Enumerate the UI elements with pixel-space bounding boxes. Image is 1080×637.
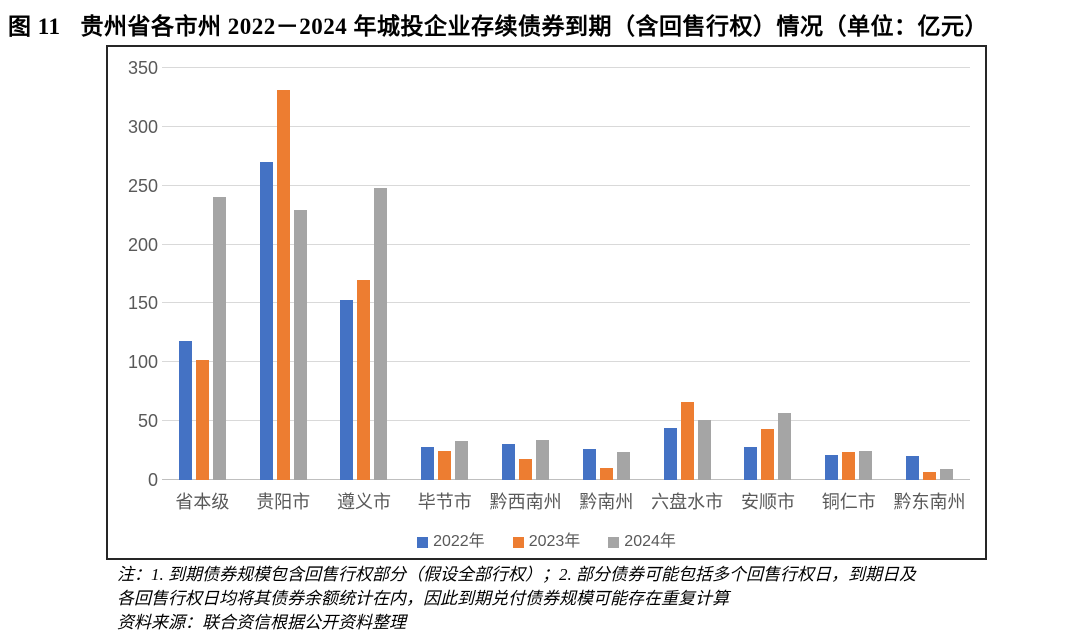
gridline-150 bbox=[162, 302, 970, 303]
chart-notes: 注：1. 到期债券规模包含回售行权部分（假设全部行权）；2. 部分债券可能包括多… bbox=[117, 563, 1047, 635]
category-label-省本级: 省本级 bbox=[175, 492, 230, 512]
plot-area bbox=[162, 67, 970, 480]
bar-2024年-安顺市 bbox=[778, 413, 792, 480]
bar-2022年-毕节市 bbox=[421, 447, 435, 480]
bar-2023年-遵义市 bbox=[357, 280, 371, 480]
category-label-贵阳市: 贵阳市 bbox=[256, 492, 311, 512]
chart-frame: 0 50 100 150 200 250 300 350 省本级 贵阳市 遵义市 毕节市 黔西南州 黔南… bbox=[106, 45, 987, 560]
source-line: 资料来源：联合资信根据公开资料整理 bbox=[117, 613, 406, 632]
category-label-黔东南州: 黔东南州 bbox=[893, 492, 966, 512]
bar-2023年-黔西南州 bbox=[519, 459, 533, 480]
chart-legend: 2022年 2023年 2024年 bbox=[108, 534, 985, 550]
figure-title: 图 11 贵州省各市州 2022－2024 年城投企业存续债券到期（含回售行权）情… bbox=[8, 7, 1074, 41]
bar-2024年-毕节市 bbox=[455, 441, 469, 480]
category-label-黔西南州: 黔西南州 bbox=[489, 492, 562, 512]
figure-title-text: 贵州省各市州 2022－2024 年城投企业存续债券到期（含回售行权）情况（单位… bbox=[80, 14, 988, 39]
bar-2024年-贵阳市 bbox=[293, 210, 307, 480]
bar-2022年-六盘水市 bbox=[663, 428, 677, 480]
bar-2024年-省本级 bbox=[212, 197, 226, 480]
bar-2022年-安顺市 bbox=[744, 447, 758, 480]
bar-2022年-铜仁市 bbox=[825, 455, 839, 480]
y-tick-label-250: 250 bbox=[127, 176, 158, 196]
bar-2022年-黔西南州 bbox=[502, 444, 516, 480]
y-tick-label-150: 150 bbox=[127, 293, 158, 313]
bar-2022年-遵义市 bbox=[340, 300, 354, 480]
legend-label: 2023年 bbox=[528, 533, 581, 550]
legend-label: 2024年 bbox=[624, 533, 676, 550]
bar-2024年-铜仁市 bbox=[859, 451, 873, 480]
category-label-黔南州: 黔南州 bbox=[579, 492, 634, 512]
bar-group-9 bbox=[808, 68, 889, 480]
gridline-300 bbox=[162, 126, 970, 127]
y-tick-label-0: 0 bbox=[147, 470, 158, 490]
y-tick-label-100: 100 bbox=[127, 352, 158, 372]
category-label-毕节市: 毕节市 bbox=[417, 492, 472, 512]
bar-group-8 bbox=[728, 68, 809, 480]
x-axis-line bbox=[162, 479, 970, 480]
legend-item-2024年: 2024年 bbox=[608, 534, 676, 550]
note-line-2: 各回售行权日均将其债券余额统计在内，因此到期兑付债券规模可能存在重复计算 bbox=[117, 589, 729, 608]
category-label-铜仁市: 铜仁市 bbox=[821, 492, 876, 512]
bar-group-2 bbox=[243, 68, 324, 480]
bar-2023年-安顺市 bbox=[761, 429, 775, 480]
figure-number: 图 11 bbox=[8, 14, 61, 39]
gridline-50 bbox=[162, 420, 970, 421]
bar-2024年-黔西南州 bbox=[536, 440, 550, 480]
legend-swatch-icon bbox=[417, 536, 429, 548]
bar-2023年-毕节市 bbox=[438, 451, 452, 480]
y-tick-label-50: 50 bbox=[137, 411, 158, 431]
bar-2024年-遵义市 bbox=[374, 188, 388, 480]
gridline-250 bbox=[162, 185, 970, 186]
gridline-100 bbox=[162, 361, 970, 362]
bar-group-4 bbox=[404, 68, 485, 480]
bar-2023年-六盘水市 bbox=[680, 402, 694, 480]
bar-2024年-黔南州 bbox=[616, 452, 630, 480]
bar-2022年-省本级 bbox=[178, 341, 192, 480]
bar-2022年-黔东南州 bbox=[906, 456, 920, 480]
legend-swatch-icon bbox=[608, 536, 620, 548]
bar-2022年-贵阳市 bbox=[259, 162, 273, 480]
bar-group-6 bbox=[566, 68, 647, 480]
bar-layer bbox=[162, 68, 970, 480]
bar-2023年-贵阳市 bbox=[276, 90, 290, 480]
y-tick-label-300: 300 bbox=[127, 117, 158, 137]
legend-label: 2022年 bbox=[433, 533, 485, 550]
bar-2023年-黔东南州 bbox=[923, 472, 937, 480]
y-axis: 0 50 100 150 200 250 300 350 bbox=[116, 59, 158, 489]
bar-2023年-省本级 bbox=[195, 360, 209, 480]
y-tick-label-200: 200 bbox=[127, 235, 158, 255]
bar-group-5 bbox=[485, 68, 566, 480]
bar-2023年-铜仁市 bbox=[842, 452, 856, 480]
gridline-200 bbox=[162, 244, 970, 245]
x-axis-category-labels: 省本级 贵阳市 遵义市 毕节市 黔西南州 黔南州 六盘水市 安顺市 铜仁市 黔东南州 bbox=[162, 491, 970, 513]
bar-group-7 bbox=[647, 68, 728, 480]
gridline-350 bbox=[162, 67, 970, 68]
legend-item-2023年: 2023年 bbox=[512, 533, 581, 550]
legend-swatch-icon bbox=[512, 536, 524, 548]
bar-group-3 bbox=[324, 68, 405, 480]
bar-2023年-黔南州 bbox=[599, 468, 613, 480]
legend-item-2022年: 2022年 bbox=[417, 534, 485, 550]
category-label-遵义市: 遵义市 bbox=[336, 492, 391, 512]
category-label-六盘水市: 六盘水市 bbox=[651, 492, 724, 512]
bar-2024年-黔东南州 bbox=[940, 469, 954, 480]
y-tick-label-350: 350 bbox=[127, 58, 158, 78]
bar-group-10 bbox=[889, 68, 970, 480]
note-line-1: 注：1. 到期债券规模包含回售行权部分（假设全部行权）；2. 部分债券可能包括多… bbox=[117, 565, 916, 584]
bar-group-1 bbox=[162, 68, 243, 480]
bar-2022年-黔南州 bbox=[582, 449, 596, 480]
category-label-安顺市: 安顺市 bbox=[740, 492, 795, 512]
bar-2024年-六盘水市 bbox=[697, 420, 711, 480]
